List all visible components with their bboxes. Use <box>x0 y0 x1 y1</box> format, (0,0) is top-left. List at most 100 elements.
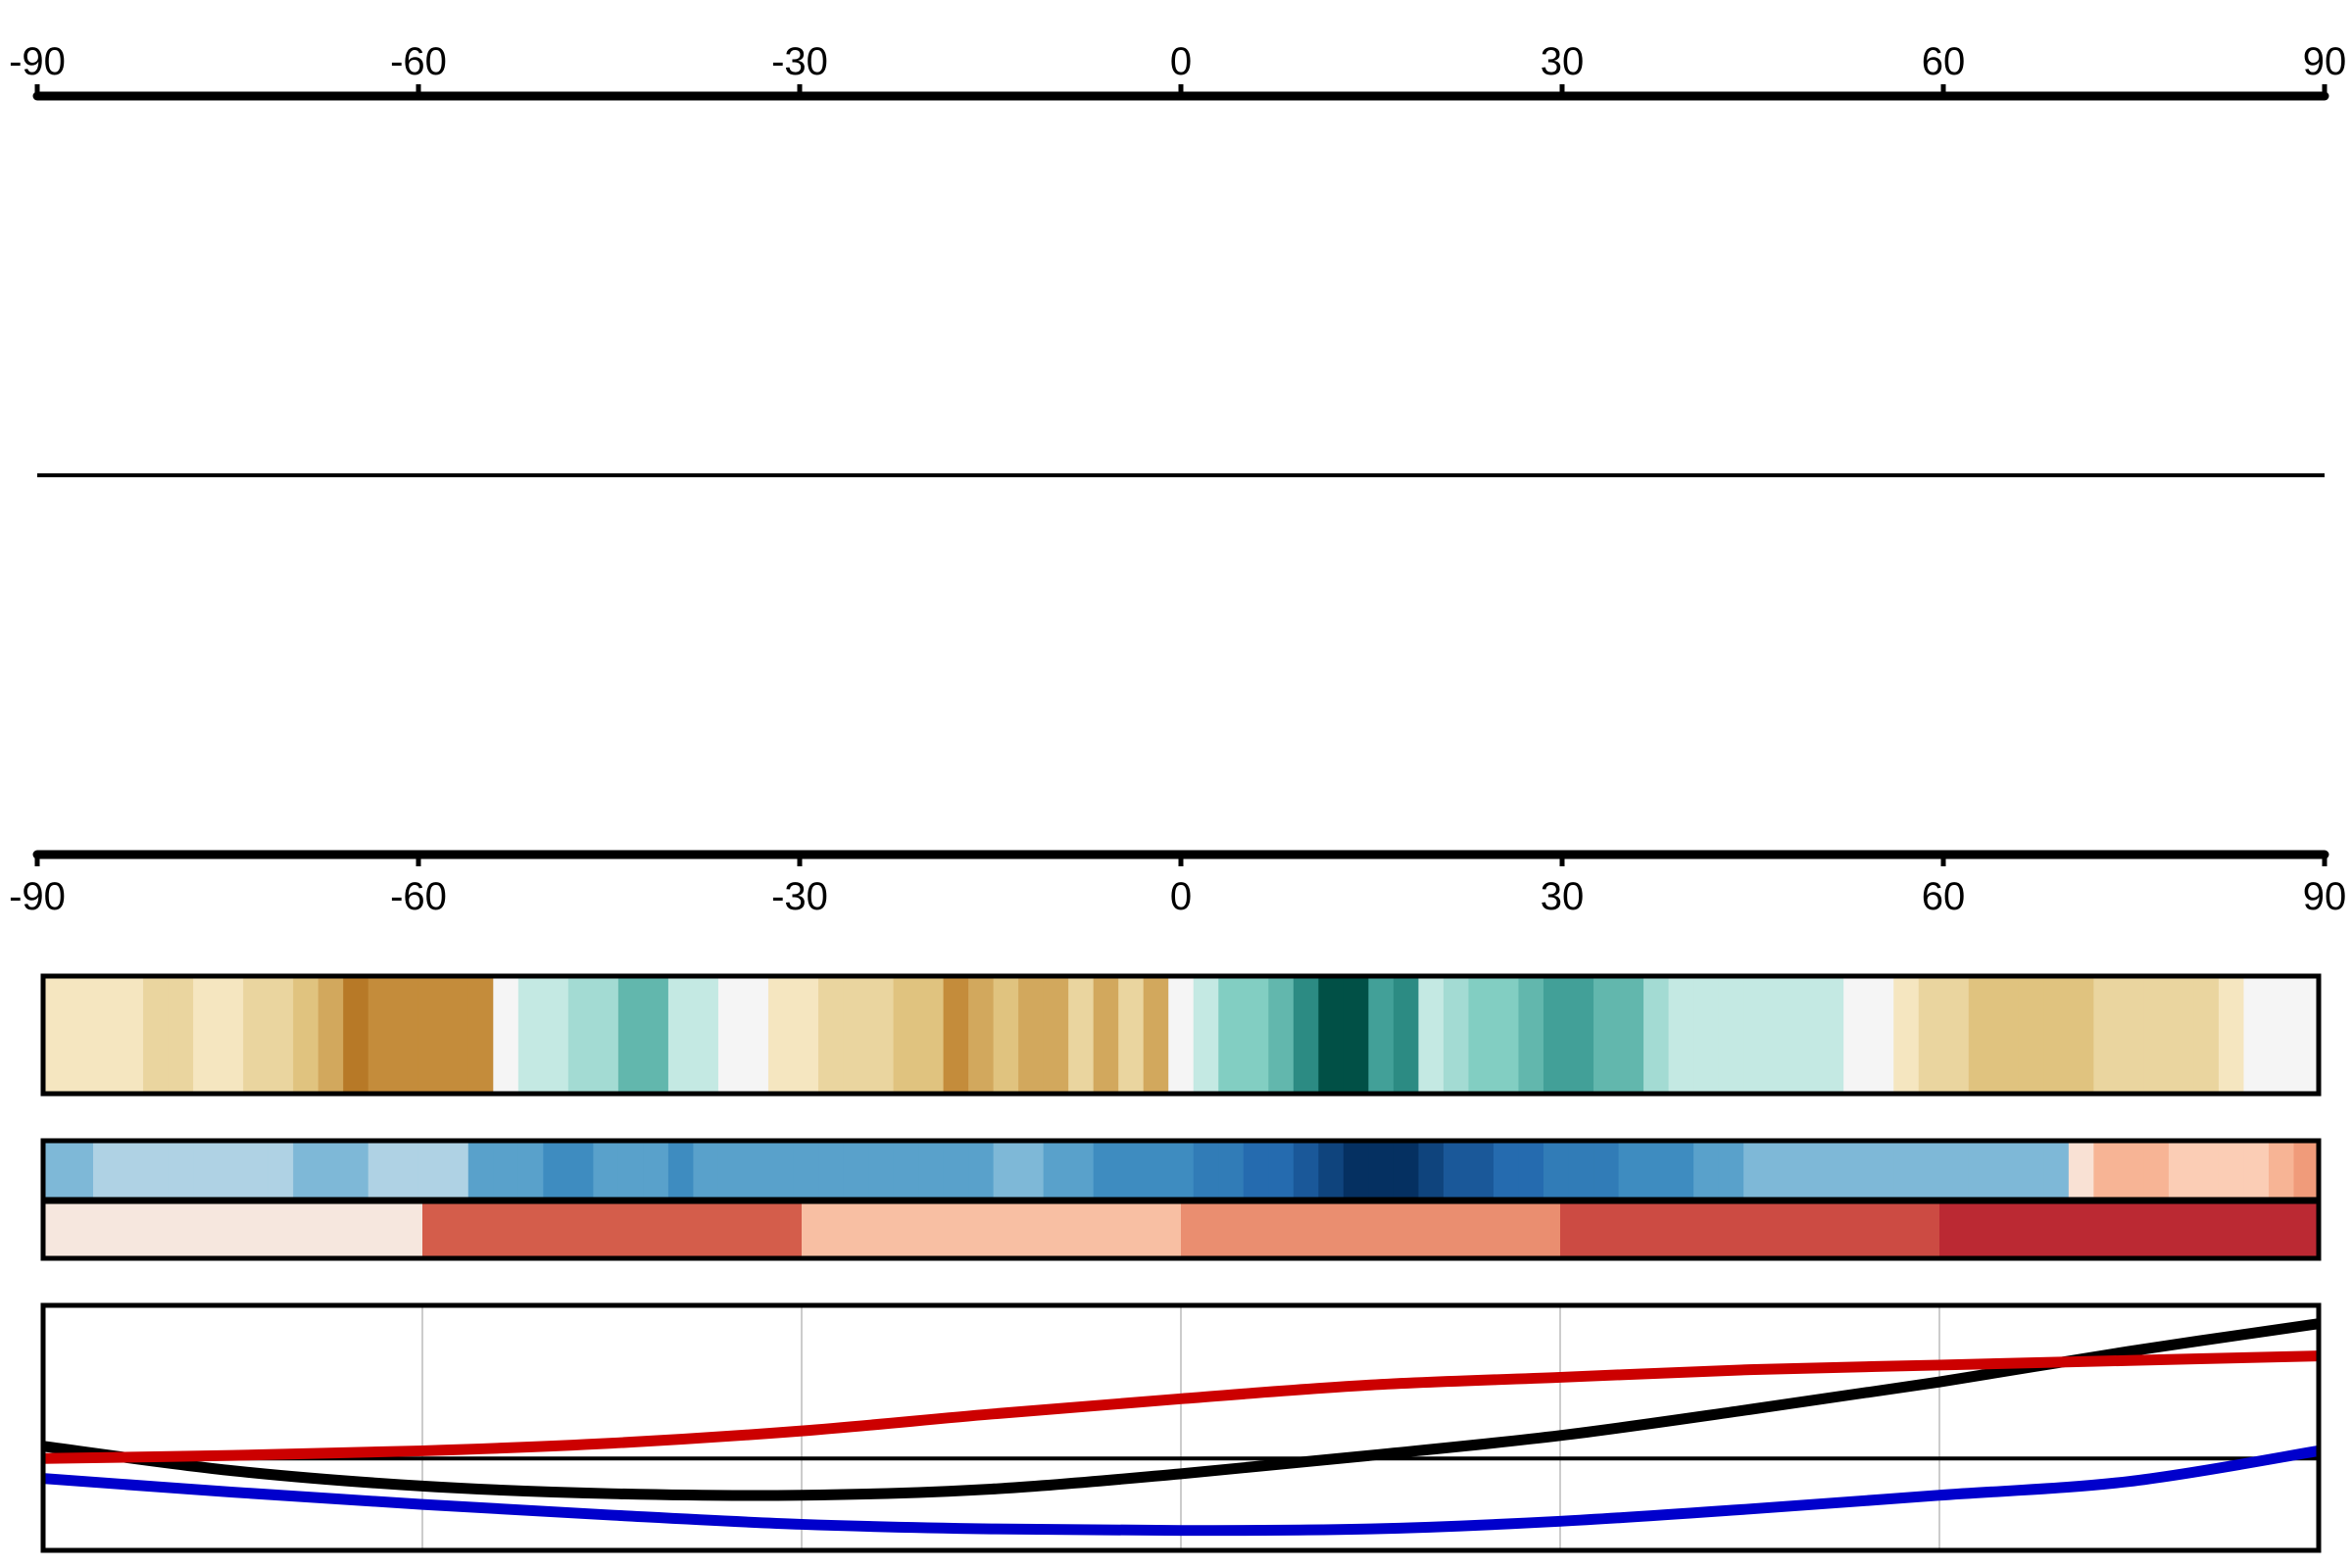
strip-cell <box>543 1141 569 1200</box>
strip-cell <box>1593 976 1620 1094</box>
strip-cell <box>868 976 895 1094</box>
strip-cell <box>1818 976 1844 1094</box>
strip-cell <box>1643 1141 1670 1200</box>
strip-cell <box>1418 976 1445 1094</box>
strip-cell <box>2193 1141 2220 1200</box>
strip-cell <box>1943 976 1970 1094</box>
blue-red-strip <box>40 1138 2322 1202</box>
strip-cell <box>943 1141 969 1200</box>
strip-cell <box>1468 976 1494 1094</box>
strip-cell <box>2293 976 2320 1094</box>
strip-cell <box>493 976 519 1094</box>
strip-cell <box>593 1141 619 1200</box>
strip-cell <box>617 976 645 1094</box>
strip-cell <box>1343 976 1370 1094</box>
strip-cell <box>1443 1141 1470 1200</box>
strip-cell <box>968 976 995 1094</box>
strip-cell <box>767 1141 795 1200</box>
strip-cell <box>417 976 445 1094</box>
strip-cell <box>393 1141 419 1200</box>
strip-cell <box>193 1141 220 1200</box>
strip-cell <box>293 976 319 1094</box>
strip-cell <box>517 1141 545 1200</box>
strip-cell <box>843 1141 869 1200</box>
strip-cell <box>2118 1141 2145 1200</box>
strip-cell <box>168 1141 194 1200</box>
strip-cell <box>2293 1141 2320 1200</box>
strip-cell <box>1718 976 1744 1094</box>
strip-cell <box>1193 976 1220 1094</box>
strip-cell <box>693 976 719 1094</box>
strip-cell <box>143 1141 170 1200</box>
top-axis-tick-label: -30 <box>771 40 828 83</box>
strip-cell <box>1468 1141 1494 1200</box>
strip-cell <box>1718 1141 1744 1200</box>
strip-cell <box>918 976 945 1094</box>
band-cell <box>1939 1201 2320 1258</box>
strip-cell <box>2068 1141 2095 1200</box>
strip-cell <box>2243 976 2270 1094</box>
bottom-axis-tick-label: 0 <box>1170 875 1192 918</box>
strip-cell <box>2043 976 2070 1094</box>
strip-cell <box>467 976 495 1094</box>
strip-cell <box>2043 1141 2070 1200</box>
strip-cell <box>543 976 569 1094</box>
strip-cell <box>1268 1141 1295 1200</box>
strip-cell <box>1843 1141 1870 1200</box>
strip-cell <box>2168 976 2195 1094</box>
strip-cell <box>1618 1141 1644 1200</box>
latitude-axis-frame: -90 -60 -30 0 30 60 90 -90 -60 -30 0 30 60 90 <box>9 40 2346 918</box>
strip-cell <box>93 1141 120 1200</box>
band-cell <box>1181 1201 1561 1258</box>
strip-cell <box>143 976 170 1094</box>
strip-frame <box>40 973 2322 1097</box>
strip-cell <box>1668 1141 1694 1200</box>
strip-cell <box>1568 1141 1594 1200</box>
strip-cell <box>717 976 745 1094</box>
strip-cell <box>243 1141 270 1200</box>
strip-cell <box>343 976 369 1094</box>
strip-cell <box>1668 976 1694 1094</box>
strip-cell <box>1318 976 1345 1094</box>
strip-cell <box>1343 1141 1370 1200</box>
strip-cell <box>1568 976 1594 1094</box>
strip-cell <box>793 976 819 1094</box>
strip-cell <box>1593 1141 1620 1200</box>
strip-cell <box>743 1141 769 1200</box>
strip-cell <box>1418 1141 1445 1200</box>
strip-cell <box>868 1141 895 1200</box>
strip-cell <box>818 976 845 1094</box>
strip-cell <box>1068 1141 1095 1200</box>
strip-cell <box>168 976 194 1094</box>
strip-cell <box>1768 976 1794 1094</box>
strip-cell <box>118 1141 144 1200</box>
strip-cell <box>218 976 244 1094</box>
strip-cell <box>1843 976 1870 1094</box>
strip-cell <box>893 976 919 1094</box>
bottom-axis-tick-label: -60 <box>390 875 447 918</box>
strip-cell <box>1743 976 1770 1094</box>
strip-cell <box>1543 976 1570 1094</box>
strip-cell <box>318 1141 344 1200</box>
strip-cell <box>1968 1141 1995 1200</box>
strip-cell <box>1093 1141 1120 1200</box>
strip-cell <box>567 976 595 1094</box>
strip-cell <box>2118 976 2145 1094</box>
strip-cell <box>1093 976 1120 1094</box>
strip-cell <box>893 1141 919 1200</box>
strip-cell <box>617 1141 645 1200</box>
strip-cell <box>318 976 344 1094</box>
strip-cell <box>1368 976 1395 1094</box>
strip-cell <box>443 976 469 1094</box>
strip-cell <box>1168 976 1195 1094</box>
top-axis-tick-label: -90 <box>9 40 66 83</box>
strip-cell <box>1518 1141 1544 1200</box>
strip-cell <box>1518 976 1544 1094</box>
series-line <box>43 1446 2319 1537</box>
strip-cell <box>1493 976 1520 1094</box>
strip-cell <box>1868 1141 1895 1200</box>
bottom-axis-tick-label: 30 <box>1541 875 1585 918</box>
band-cell <box>1560 1201 1940 1258</box>
strip-cell <box>1368 1141 1395 1200</box>
strip-cell <box>818 1141 845 1200</box>
